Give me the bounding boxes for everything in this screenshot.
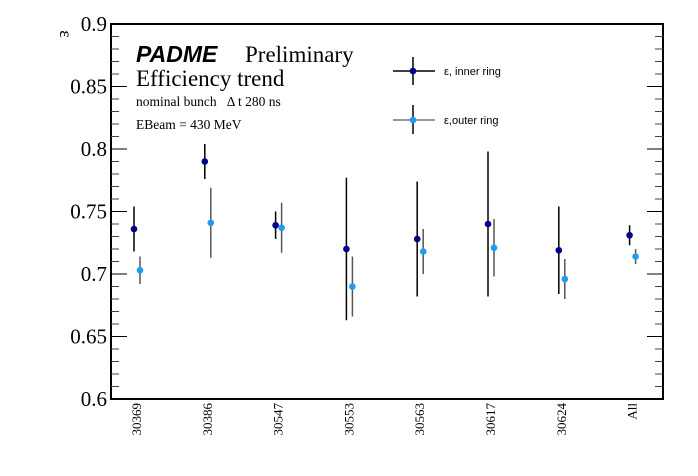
chart-title: PADME	[136, 41, 218, 67]
legend: ε, inner ring ε,outer ring	[393, 57, 501, 134]
annotation-ebeam: EBeam = 430 MeV	[136, 117, 242, 132]
x-tick-label: All	[625, 403, 640, 420]
y-tick-label: 0.8	[81, 137, 107, 161]
data-point	[272, 221, 279, 229]
data-point	[561, 275, 569, 283]
y-tick-label: 0.7	[81, 262, 107, 286]
legend-item-outer: ε,outer ring	[393, 105, 498, 134]
data-point	[278, 224, 285, 232]
data-point	[413, 235, 421, 243]
x-tick-label: 30617	[483, 403, 498, 436]
data-point	[207, 219, 215, 227]
chart-title-suffix: Preliminary	[245, 42, 354, 67]
data-point	[349, 283, 356, 290]
y-tick-label: 0.9	[81, 12, 107, 36]
data-point	[484, 220, 492, 228]
y-tick-label: 0.6	[81, 387, 107, 411]
x-tick-label: 30553	[341, 403, 356, 436]
legend-inner-marker	[409, 67, 417, 75]
legend-item-inner: ε, inner ring	[393, 57, 501, 85]
x-tick-label: 30624	[554, 403, 569, 436]
annotation-bunch: nominal bunch Δ t 280 ns	[136, 94, 281, 109]
data-point	[555, 246, 563, 254]
data-point	[136, 266, 144, 274]
data-point	[626, 231, 633, 239]
legend-outer-label: ε,outer ring	[444, 115, 498, 127]
x-tick-label: 30547	[271, 403, 286, 436]
x-tick-label: 30386	[200, 403, 215, 436]
x-tick-label: 30563	[412, 403, 427, 436]
y-tick-label: 0.75	[70, 200, 107, 224]
y-axis-label: ε	[56, 30, 76, 38]
data-point	[343, 245, 350, 253]
y-tick-label: 0.65	[70, 325, 107, 349]
data-point	[130, 225, 138, 233]
chart-subtitle: Efficiency trend	[136, 66, 285, 91]
legend-inner-label: ε, inner ring	[444, 66, 501, 78]
legend-outer-marker	[409, 116, 417, 124]
data-point	[490, 244, 498, 252]
data-point	[632, 253, 639, 260]
x-tick-label: 30369	[129, 403, 144, 436]
y-tick-label: 0.85	[70, 75, 107, 99]
data-point	[201, 158, 209, 165]
data-point	[419, 248, 427, 255]
